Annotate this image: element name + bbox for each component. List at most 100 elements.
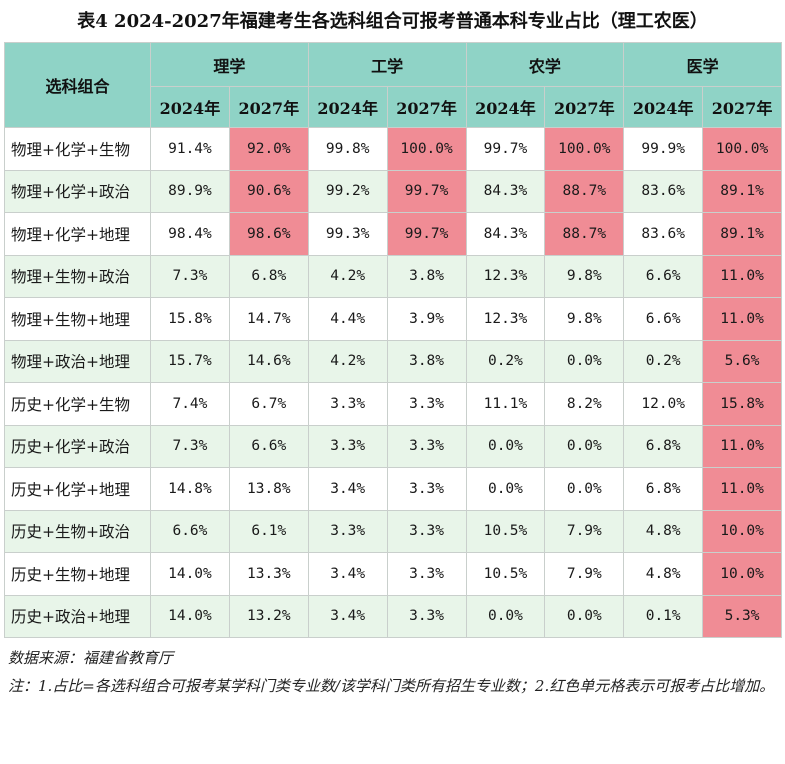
value-cell: 83.6% bbox=[623, 169, 704, 213]
value-cell: 14.0% bbox=[150, 594, 230, 638]
value-cell: 13.3% bbox=[228, 552, 309, 596]
year-header: 2027年 bbox=[544, 86, 625, 128]
value-cell: 4.2% bbox=[307, 339, 388, 383]
value-cell: 99.7% bbox=[386, 212, 467, 256]
value-cell: 3.3% bbox=[307, 382, 388, 426]
value-cell: 7.3% bbox=[150, 254, 230, 298]
table-row: 物理+生物+地理 15.8% 14.7% 4.4% 3.9% 12.3% 9.8% 6.6% 1… bbox=[4, 297, 782, 341]
group-header: 农学 bbox=[465, 42, 625, 87]
value-cell: 100.0% bbox=[702, 127, 782, 171]
value-cell: 10.0% bbox=[702, 509, 782, 553]
table-row: 历史+化学+政治 7.3% 6.6% 3.3% 3.3% 0.0% 0.0% 6.8% 11.0… bbox=[4, 424, 782, 468]
value-cell: 11.0% bbox=[702, 254, 782, 298]
value-cell: 15.7% bbox=[150, 339, 230, 383]
value-cell: 0.0% bbox=[465, 594, 546, 638]
combo-cell: 物理+生物+政治 bbox=[4, 254, 151, 298]
value-cell: 9.8% bbox=[544, 254, 625, 298]
value-cell: 13.8% bbox=[228, 467, 309, 511]
value-cell: 3.3% bbox=[386, 509, 467, 553]
value-cell: 3.3% bbox=[307, 509, 388, 553]
notes: 数据来源：福建省教育厅 注：1.占比=各选科组合可报考某学科门类专业数/该学科门… bbox=[0, 644, 785, 700]
value-cell: 99.3% bbox=[307, 212, 388, 256]
combo-header: 选科组合 bbox=[4, 42, 151, 128]
value-cell: 3.4% bbox=[307, 467, 388, 511]
value-cell: 4.8% bbox=[623, 552, 704, 596]
value-cell: 6.1% bbox=[228, 509, 309, 553]
value-cell: 99.7% bbox=[465, 127, 546, 171]
value-cell: 4.2% bbox=[307, 254, 388, 298]
combo-cell: 历史+化学+地理 bbox=[4, 467, 151, 511]
value-cell: 0.0% bbox=[465, 467, 546, 511]
source-note: 数据来源：福建省教育厅 bbox=[8, 649, 174, 667]
value-cell: 89.1% bbox=[702, 169, 782, 213]
combo-cell: 物理+化学+政治 bbox=[4, 169, 151, 213]
value-cell: 3.9% bbox=[386, 297, 467, 341]
value-cell: 98.4% bbox=[150, 212, 230, 256]
year-header: 2024年 bbox=[465, 86, 546, 128]
value-cell: 12.0% bbox=[623, 382, 704, 426]
group-header: 医学 bbox=[623, 42, 782, 87]
value-cell: 0.1% bbox=[623, 594, 704, 638]
value-cell: 6.8% bbox=[623, 467, 704, 511]
table-row: 历史+化学+生物 7.4% 6.7% 3.3% 3.3% 11.1% 8.2% 12.0% 15… bbox=[4, 382, 782, 426]
table-row: 物理+化学+地理 98.4% 98.6% 99.3% 99.7% 84.3% 88.7% 83… bbox=[4, 212, 782, 256]
value-cell: 0.0% bbox=[544, 339, 625, 383]
value-cell: 11.0% bbox=[702, 297, 782, 341]
value-cell: 88.7% bbox=[544, 169, 625, 213]
year-header: 2027年 bbox=[386, 86, 467, 128]
value-cell: 84.3% bbox=[465, 169, 546, 213]
combo-cell: 历史+化学+生物 bbox=[4, 382, 151, 426]
combo-cell: 物理+化学+生物 bbox=[4, 127, 151, 171]
value-cell: 4.4% bbox=[307, 297, 388, 341]
footnote: 注：1.占比=各选科组合可报考某学科门类专业数/该学科门类所有招生专业数；2.红… bbox=[8, 677, 775, 695]
value-cell: 3.3% bbox=[307, 424, 388, 468]
value-cell: 9.8% bbox=[544, 297, 625, 341]
value-cell: 5.3% bbox=[702, 594, 782, 638]
value-cell: 15.8% bbox=[150, 297, 230, 341]
value-cell: 6.8% bbox=[228, 254, 309, 298]
value-cell: 12.3% bbox=[465, 254, 546, 298]
value-cell: 13.2% bbox=[228, 594, 309, 638]
value-cell: 6.6% bbox=[150, 509, 230, 553]
value-cell: 0.2% bbox=[623, 339, 704, 383]
table-row: 物理+化学+政治 89.9% 90.6% 99.2% 99.7% 84.3% 88.7% 83… bbox=[4, 169, 782, 213]
value-cell: 7.9% bbox=[544, 552, 625, 596]
value-cell: 6.6% bbox=[228, 424, 309, 468]
group-header: 理学 bbox=[150, 42, 309, 87]
value-cell: 91.4% bbox=[150, 127, 230, 171]
value-cell: 89.9% bbox=[150, 169, 230, 213]
value-cell: 10.5% bbox=[465, 552, 546, 596]
value-cell: 3.4% bbox=[307, 594, 388, 638]
year-header: 2024年 bbox=[150, 86, 230, 128]
value-cell: 0.2% bbox=[465, 339, 546, 383]
value-cell: 14.0% bbox=[150, 552, 230, 596]
value-cell: 6.6% bbox=[623, 254, 704, 298]
value-cell: 99.2% bbox=[307, 169, 388, 213]
combo-cell: 历史+生物+政治 bbox=[4, 509, 151, 553]
table-row: 物理+政治+地理 15.7% 14.6% 4.2% 3.8% 0.2% 0.0% 0.2% 5.… bbox=[4, 339, 782, 383]
table-row: 历史+化学+地理 14.8% 13.8% 3.4% 3.3% 0.0% 0.0% 6.8% 11… bbox=[4, 467, 782, 511]
year-header: 2027年 bbox=[702, 86, 782, 128]
table-row: 历史+生物+政治 6.6% 6.1% 3.3% 3.3% 10.5% 7.9% 4.8% 10.… bbox=[4, 509, 782, 553]
value-cell: 10.0% bbox=[702, 552, 782, 596]
value-cell: 7.4% bbox=[150, 382, 230, 426]
table-body: 物理+化学+生物 91.4% 92.0% 99.8% 100.0% 99.7% 100.0%… bbox=[4, 127, 782, 638]
value-cell: 0.0% bbox=[544, 467, 625, 511]
value-cell: 99.9% bbox=[623, 127, 704, 171]
value-cell: 100.0% bbox=[386, 127, 467, 171]
value-cell: 5.6% bbox=[702, 339, 782, 383]
table-row: 历史+政治+地理 14.0% 13.2% 3.4% 3.3% 0.0% 0.0% 0.1% 5.… bbox=[4, 594, 782, 638]
value-cell: 90.6% bbox=[228, 169, 309, 213]
value-cell: 0.0% bbox=[544, 424, 625, 468]
combo-cell: 历史+化学+政治 bbox=[4, 424, 151, 468]
value-cell: 8.2% bbox=[544, 382, 625, 426]
value-cell: 6.6% bbox=[623, 297, 704, 341]
year-header: 2024年 bbox=[623, 86, 704, 128]
value-cell: 83.6% bbox=[623, 212, 704, 256]
value-cell: 14.8% bbox=[150, 467, 230, 511]
value-cell: 100.0% bbox=[544, 127, 625, 171]
year-header: 2024年 bbox=[307, 86, 388, 128]
combo-cell: 物理+生物+地理 bbox=[4, 297, 151, 341]
value-cell: 3.3% bbox=[386, 424, 467, 468]
combo-cell: 历史+生物+地理 bbox=[4, 552, 151, 596]
